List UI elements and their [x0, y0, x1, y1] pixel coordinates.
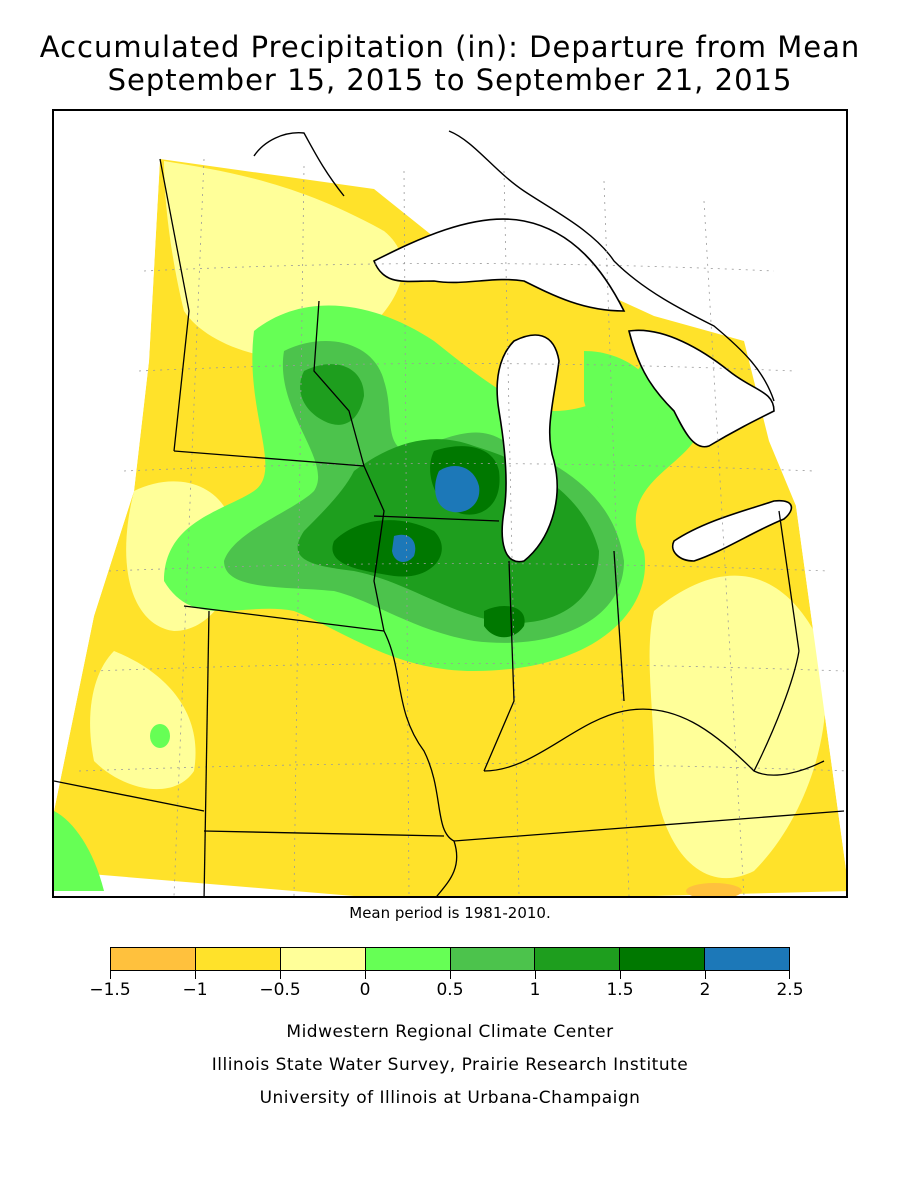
credit-line-2: Illinois State Water Survey, Prairie Res…	[211, 1055, 689, 1075]
legend-tick-2	[280, 971, 281, 979]
border-ky-tn	[453, 810, 845, 842]
border-ks-mo	[203, 610, 210, 896]
border-il-in	[483, 560, 515, 772]
legend-ticks	[110, 971, 790, 981]
border-mo-ok	[54, 780, 205, 812]
legend-tick-label-2: −0.5	[259, 980, 301, 1000]
legend-swatch-3	[365, 948, 451, 970]
lake-michigan	[496, 334, 560, 563]
border-mississippi	[383, 630, 458, 896]
zone-wet-southwest	[54, 811, 104, 891]
border-ia-il	[363, 465, 385, 632]
border-mn-west	[159, 158, 190, 452]
zone-wet-upper-michigan	[584, 351, 660, 441]
border-oh-wv	[753, 650, 800, 772]
credit-line-3: University of Illinois at Urbana-Champai…	[259, 1088, 641, 1108]
color-legend	[110, 947, 790, 971]
legend-tick-4	[450, 971, 451, 979]
legend-tick-label-6: 1.5	[606, 980, 634, 1000]
legend-tick-label-7: 2	[699, 980, 711, 1000]
precipitation-map	[52, 109, 848, 898]
legend-swatch-0	[111, 948, 196, 970]
map-title-line2: September 15, 2015 to September 21, 2015	[107, 63, 793, 97]
outside-domain-right	[796, 506, 846, 870]
legend-swatch-6	[620, 948, 706, 970]
zone-wet-2-2.5	[392, 466, 480, 563]
zone-dry-spot-southeast	[686, 883, 742, 896]
legend-swatch-2	[280, 948, 366, 970]
credit-line-1: Midwestern Regional Climate Center	[286, 1022, 614, 1042]
border-ohio-river	[483, 708, 825, 776]
border-mn-ia	[173, 450, 365, 467]
legend-tick-label-3: 0	[359, 980, 371, 1000]
border-ia-mo	[183, 605, 385, 632]
mean-period-note: Mean period is 1981-2010.	[349, 904, 551, 922]
lake-erie	[672, 499, 793, 562]
canada-coast	[253, 130, 775, 402]
border-mn-wi	[313, 300, 365, 467]
legend-swatch-1	[195, 948, 281, 970]
legend-tick-label-0: −1.5	[89, 980, 131, 1000]
outside-domain-left	[54, 159, 160, 811]
legend-tick-6	[620, 971, 621, 979]
legend-tick-label-5: 1	[529, 980, 541, 1000]
state-borders	[54, 158, 845, 896]
border-in-oh	[613, 550, 625, 702]
legend-swatch-7	[705, 948, 789, 970]
map-title-line1: Accumulated Precipitation (in): Departur…	[39, 30, 861, 64]
legend-tick-3	[365, 971, 366, 979]
outside-domain-top	[54, 111, 846, 259]
graticule	[78, 158, 846, 896]
zone-wet-spot-west	[150, 724, 170, 748]
legend-tick-7	[705, 971, 706, 979]
border-mo-ar	[203, 830, 445, 837]
border-oh-pa	[778, 510, 800, 652]
border-wi-il	[373, 515, 500, 522]
great-lakes	[372, 218, 793, 563]
lake-huron	[628, 329, 775, 448]
legend-swatch-5	[535, 948, 621, 970]
legend-tick-0	[110, 971, 111, 979]
zone-near-normal-east	[649, 575, 826, 879]
legend-tick-label-4: 0.5	[436, 980, 464, 1000]
lake-superior	[372, 218, 626, 312]
legend-swatch-4	[450, 948, 536, 970]
zone-near-normal-west2	[90, 651, 196, 790]
legend-tick-8	[789, 971, 790, 979]
legend-tick-5	[535, 971, 536, 979]
legend-tick-label-1: −1	[182, 980, 208, 1000]
legend-tick-1	[195, 971, 196, 979]
legend-tick-label-8: 2.5	[776, 980, 804, 1000]
